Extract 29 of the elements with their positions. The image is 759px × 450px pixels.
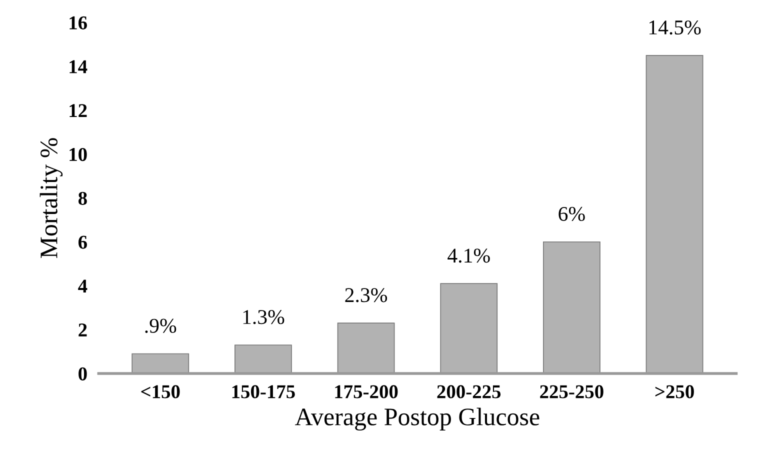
x-tick-label: <150	[141, 385, 180, 398]
x-axis-title: Average Postop Glucose	[295, 408, 540, 431]
y-axis-title: Mortality %	[40, 138, 63, 258]
bar	[337, 322, 395, 374]
y-tick-label: 8	[78, 192, 87, 205]
bar	[646, 54, 704, 374]
x-tick-label: 150-175	[232, 385, 295, 398]
data-label: 4.1%	[448, 248, 490, 263]
bar	[543, 241, 600, 374]
y-tick-label: 10	[70, 148, 87, 162]
y-tick-label: 0	[78, 367, 87, 380]
y-tick-label: 12	[70, 104, 87, 117]
y-tick-label: 2	[78, 323, 87, 336]
data-label: 14.5%	[649, 20, 701, 35]
data-label: 2.3%	[345, 288, 388, 302]
x-tick-label: 175-200	[335, 385, 398, 398]
data-label: .9%	[145, 318, 176, 333]
data-label: 6%	[558, 206, 585, 222]
data-label: 1.3%	[243, 310, 284, 324]
x-tick-label: >250	[655, 385, 694, 398]
x-tick-label: 225-250	[540, 385, 604, 398]
y-tick-label: 4	[78, 280, 88, 292]
bar	[440, 283, 498, 374]
bar	[234, 344, 292, 374]
y-tick-label: 6	[78, 236, 87, 249]
y-tick-label: 14	[70, 60, 88, 74]
x-tick-label: 200-225	[437, 385, 501, 398]
bar	[132, 353, 190, 374]
y-tick-label: 16	[70, 16, 87, 30]
